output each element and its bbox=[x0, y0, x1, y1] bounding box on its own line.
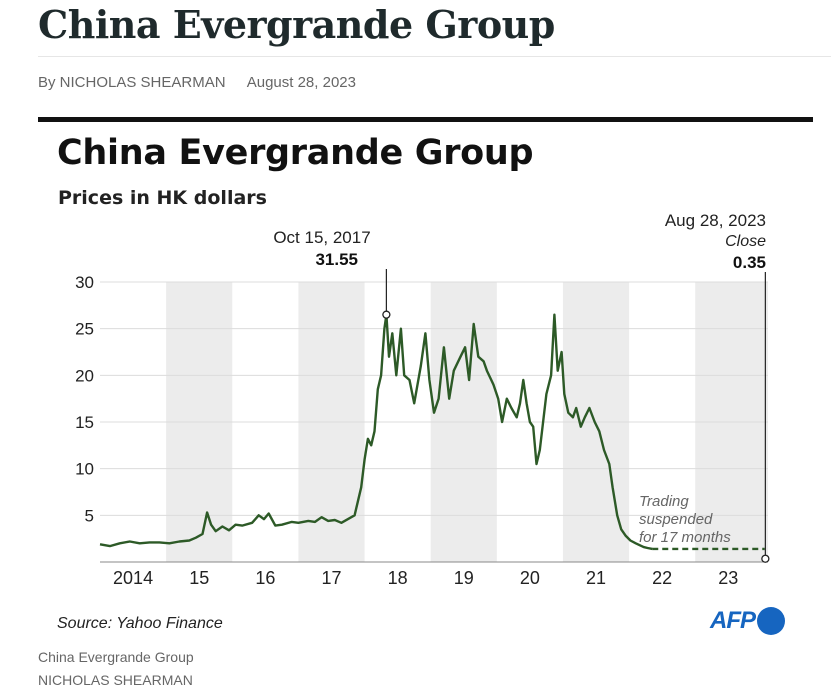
chart-source: Source: Yahoo Finance bbox=[57, 615, 223, 632]
article-title: China Evergrande Group bbox=[38, 2, 555, 47]
x-tick-label-2014: 2014 bbox=[113, 568, 153, 588]
close-date-label: Aug 28, 2023 bbox=[665, 211, 766, 230]
suspension-note-line1: Trading bbox=[639, 493, 689, 510]
peak-value-label: 31.55 bbox=[315, 250, 358, 269]
suspension-note-line3: for 17 months bbox=[639, 529, 731, 546]
suspension-note-line2: suspended bbox=[639, 511, 713, 528]
close-value-label: 0.35 bbox=[733, 253, 766, 272]
y-tick-label-30: 30 bbox=[75, 273, 94, 292]
x-tick-label-22: 22 bbox=[652, 568, 672, 588]
price-series-line bbox=[99, 313, 653, 551]
figure-top-rule bbox=[38, 117, 813, 122]
y-tick-label-25: 25 bbox=[75, 320, 94, 339]
x-tick-label-19: 19 bbox=[454, 568, 474, 588]
x-tick-label-16: 16 bbox=[255, 568, 275, 588]
x-tick-label-23: 23 bbox=[718, 568, 738, 588]
byline-date: August 28, 2023 bbox=[246, 74, 356, 91]
x-tick-label-18: 18 bbox=[388, 568, 408, 588]
y-tick-label-10: 10 bbox=[75, 460, 94, 479]
chart-figure: China Evergrande Group Prices in HK doll… bbox=[38, 117, 813, 637]
caption-title: China Evergrande Group bbox=[38, 649, 194, 665]
close-marker bbox=[761, 554, 770, 563]
chart-plot: 5 10 15 20 25 30 2014 15 16 17 18 19 20 21 22 23 Oct 1… bbox=[75, 211, 770, 588]
y-tick-label-5: 5 bbox=[85, 506, 94, 525]
x-tick-label-20: 20 bbox=[520, 568, 540, 588]
caption-credit: NICHOLAS SHEARMAN bbox=[38, 672, 193, 688]
afp-logo: AFP bbox=[710, 605, 785, 637]
x-tick-label-15: 15 bbox=[189, 568, 209, 588]
close-note-label: Close bbox=[725, 233, 766, 250]
header-divider bbox=[38, 56, 831, 57]
y-tick-label-20: 20 bbox=[75, 366, 94, 385]
chart-subtitle: Prices in HK dollars bbox=[58, 187, 267, 209]
afp-logo-text: AFP bbox=[710, 607, 756, 634]
byline-author[interactable]: By NICHOLAS SHEARMAN bbox=[38, 74, 226, 91]
x-tick-label-17: 17 bbox=[321, 568, 341, 588]
peak-date-label: Oct 15, 2017 bbox=[273, 228, 370, 247]
byline: By NICHOLAS SHEARMAN August 28, 2023 bbox=[38, 74, 356, 91]
chart-title: China Evergrande Group bbox=[57, 133, 534, 173]
peak-marker bbox=[382, 310, 391, 319]
afp-logo-dot-icon bbox=[757, 607, 785, 635]
y-tick-label-15: 15 bbox=[75, 413, 94, 432]
x-tick-label-21: 21 bbox=[586, 568, 606, 588]
